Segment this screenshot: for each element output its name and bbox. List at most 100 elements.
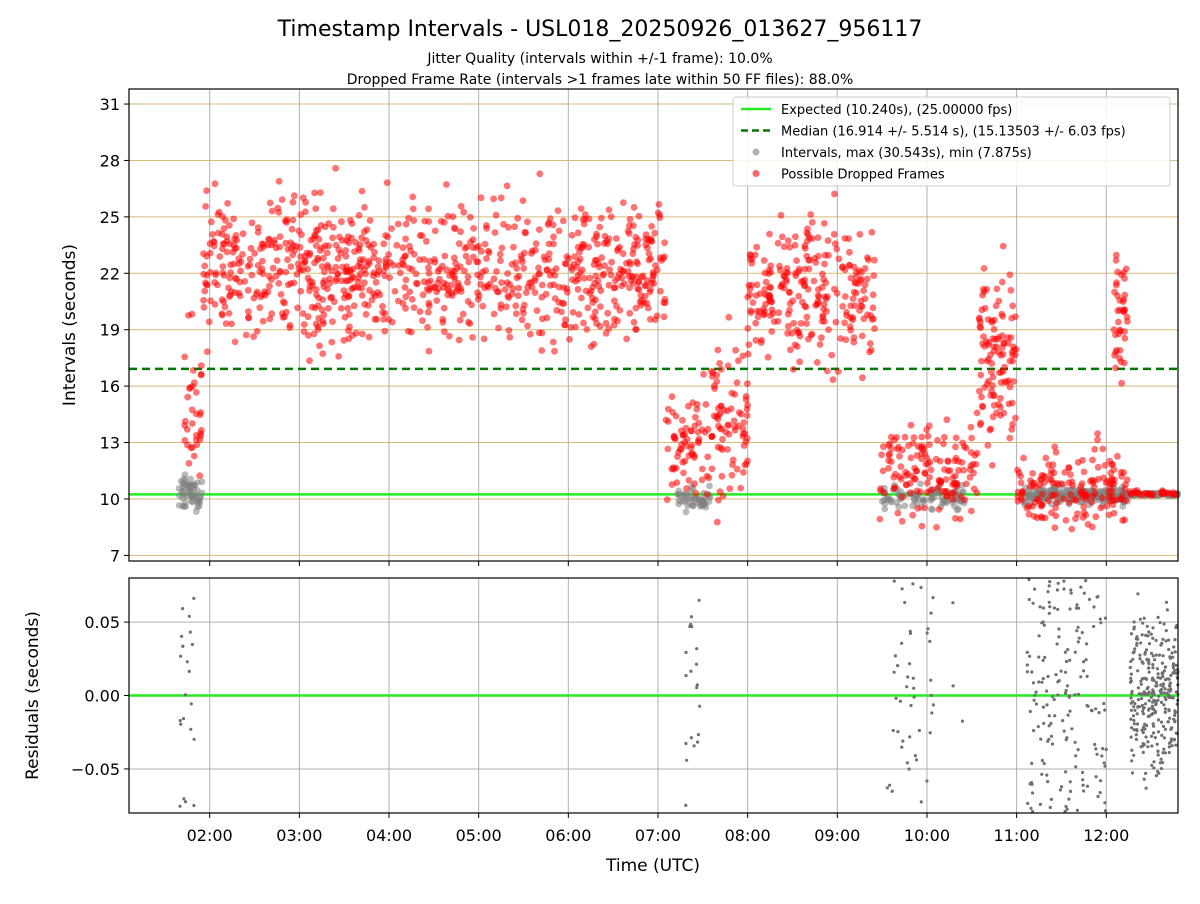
dropped-frame-point (579, 241, 586, 248)
residual-point (1147, 708, 1151, 712)
dropped-frame-point (894, 509, 902, 517)
dropped-frame-point (373, 315, 381, 323)
dropped-frame-point (227, 269, 235, 277)
dropped-frame-point (924, 432, 932, 440)
dropped-frame-point (1052, 512, 1060, 520)
dropped-frame-point (719, 435, 726, 443)
dropped-frame-point (784, 269, 792, 277)
dropped-frame-point (987, 391, 995, 399)
dropped-frame-point (1109, 461, 1116, 468)
dropped-frame-point (1049, 461, 1057, 469)
dropped-frame-point (1127, 490, 1134, 498)
interval-point (188, 492, 195, 500)
x-tick-label: 06:00 (545, 826, 591, 845)
dropped-frame-point (630, 204, 638, 211)
residual-point (1173, 668, 1177, 672)
dropped-frame-point (668, 393, 676, 401)
residual-point (1158, 621, 1162, 625)
dropped-frame-point (778, 233, 786, 241)
dropped-frame-point (385, 316, 393, 323)
dropped-frame-point (380, 316, 387, 323)
dropped-frame-point (601, 262, 608, 269)
dropped-frame-point (383, 179, 391, 187)
residual-point (1144, 692, 1148, 696)
dropped-frame-point (522, 229, 529, 237)
interval-point (195, 502, 203, 510)
residual-point (1136, 592, 1140, 596)
residual-point (1131, 714, 1136, 718)
residual-point (1132, 722, 1136, 726)
dropped-frame-point (431, 227, 439, 235)
dropped-frame-point (1067, 471, 1074, 478)
dropped-frame-point (374, 263, 382, 271)
dropped-frame-point (673, 479, 681, 486)
residual-point (1163, 687, 1167, 691)
dropped-frame-point (544, 221, 552, 229)
dropped-frame-point (220, 225, 228, 232)
residual-point (1066, 713, 1070, 717)
dropped-frame-point (680, 469, 687, 477)
dropped-frame-point (607, 213, 615, 221)
dropped-frame-point (1065, 464, 1073, 471)
dropped-frame-point (409, 205, 417, 213)
residual-point (1050, 694, 1055, 699)
residual-point (1075, 603, 1079, 607)
residual-point (1154, 703, 1158, 707)
residual-point (181, 644, 185, 648)
residual-point (1096, 794, 1100, 799)
dropped-frame-point (1089, 456, 1096, 464)
dropped-frame-point (388, 225, 395, 232)
dropped-frames-series (181, 164, 1179, 533)
dropped-frame-point (923, 489, 931, 496)
y-tick-label: 25 (100, 208, 120, 227)
residual-point (1053, 714, 1057, 718)
dropped-frame-point (345, 335, 353, 343)
dropped-frame-point (742, 438, 750, 445)
dropped-frame-point (550, 281, 558, 289)
dropped-frame-point (997, 394, 1004, 402)
dropped-frame-point (355, 211, 363, 219)
dropped-frame-point (587, 343, 595, 350)
dropped-frame-point (237, 267, 245, 275)
residual-point (1095, 752, 1099, 756)
residual-point (1157, 771, 1161, 775)
residual-point (1028, 709, 1032, 714)
dropped-frame-point (203, 187, 211, 195)
residual-point (1160, 641, 1164, 645)
dropped-frame-point (566, 336, 573, 343)
residual-point (1060, 785, 1064, 789)
residual-point (913, 754, 918, 758)
dropped-frame-point (549, 221, 557, 229)
residual-point (1048, 805, 1052, 810)
residual-point (911, 676, 915, 680)
dropped-frame-point (797, 320, 805, 327)
dropped-frame-point (276, 233, 284, 241)
dropped-frame-point (308, 303, 316, 311)
residual-point (179, 722, 183, 726)
interval-point (901, 502, 909, 510)
dropped-frame-point (941, 466, 948, 473)
dropped-frame-point (317, 189, 324, 197)
dropped-frame-point (410, 217, 418, 224)
residual-point (1046, 674, 1050, 679)
residual-point (1161, 671, 1165, 675)
dropped-frame-point (497, 257, 504, 265)
dropped-frame-point (264, 241, 272, 249)
residual-point (1081, 770, 1085, 775)
residual-point (1034, 702, 1038, 706)
dropped-frame-point (433, 288, 441, 296)
dropped-frame-point (655, 201, 663, 208)
dropped-frame-point (190, 452, 198, 460)
residual-point (1132, 620, 1136, 624)
residual-point (1151, 722, 1155, 726)
dropped-frame-point (212, 271, 220, 279)
dropped-frame-point (443, 281, 450, 288)
residual-point (1171, 666, 1175, 670)
residual-point (1103, 708, 1107, 712)
residual-point (1144, 735, 1148, 739)
dropped-frame-point (646, 316, 654, 323)
residual-point (1082, 789, 1086, 793)
residual-point (911, 582, 915, 586)
dropped-frame-point (1027, 477, 1034, 485)
dropped-frame-point (1053, 499, 1061, 507)
